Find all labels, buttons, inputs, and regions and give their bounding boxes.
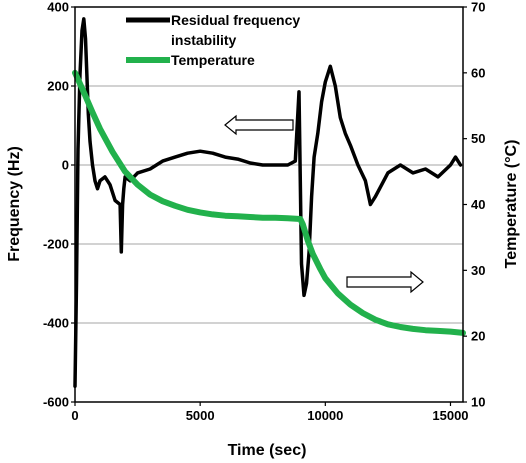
frequency-series-line [73, 17, 463, 388]
x-tick-label: 15000 [432, 408, 468, 423]
legend: Residual frequency instability Temperatu… [120, 9, 310, 71]
legend-label-frequency-line1: Residual frequency [171, 12, 300, 28]
x-tick-label: 5000 [186, 408, 215, 423]
y-left-tick-label: 0 [62, 158, 69, 173]
y-left-tick-label: -400 [43, 316, 69, 331]
y-left-tick-label: -200 [43, 237, 69, 252]
x-tick-label: 10000 [307, 408, 343, 423]
legend-label-temperature: Temperature [171, 52, 255, 68]
temperature-series-line [72, 69, 466, 336]
series [72, 17, 466, 388]
y-left-tick-label: -600 [43, 395, 69, 410]
y-left-axis-title: Frequency (Hz) [6, 146, 23, 262]
y-left-tick-label: 200 [47, 79, 69, 94]
x-tick-label: 0 [71, 408, 78, 423]
legend-label-frequency-line2: instability [171, 32, 237, 48]
right-arrow-icon [346, 270, 424, 294]
ticks: 400 200 0 -200 -400 -600 70 60 50 40 30 20 10 0 5000 10… [43, 0, 486, 423]
y-right-tick-label: 20 [471, 329, 485, 344]
y-right-axis-title: Temperature (°C) [503, 140, 520, 269]
y-right-tick-label: 30 [471, 263, 485, 278]
y-right-tick-label: 10 [471, 395, 485, 410]
x-axis-title: Time (sec) [228, 442, 307, 459]
left-arrow-icon [224, 114, 294, 136]
y-left-tick-label: 400 [47, 0, 69, 15]
y-right-tick-label: 50 [471, 131, 485, 146]
y-right-tick-label: 40 [471, 197, 485, 212]
y-right-tick-label: 70 [471, 0, 485, 15]
y-right-tick-label: 60 [471, 65, 485, 80]
